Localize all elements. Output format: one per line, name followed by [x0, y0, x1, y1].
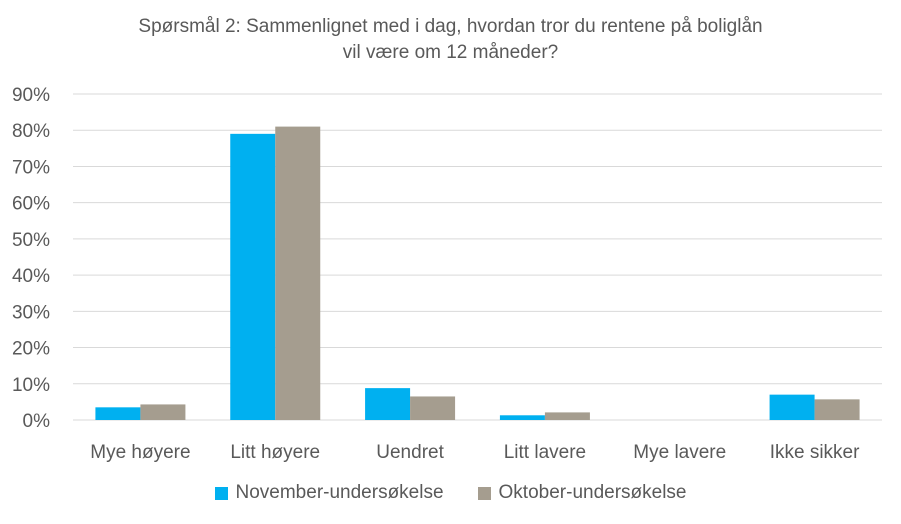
- bar-november: [95, 407, 141, 420]
- legend-item-oktober: Oktober-undersøkelse: [477, 482, 687, 504]
- bar-november: [365, 388, 411, 420]
- y-tick-label: 40%: [12, 266, 50, 287]
- y-tick-label: 10%: [12, 375, 50, 396]
- bar-oktober: [275, 126, 321, 420]
- chart-title-line-2: vil være om 12 måneder?: [342, 42, 559, 63]
- y-tick-label: 80%: [12, 121, 50, 142]
- y-tick-label: 30%: [12, 302, 50, 323]
- bar-oktober: [544, 412, 590, 420]
- y-tick-label: 0%: [23, 411, 51, 432]
- legend-label-november: November-undersøkelse: [235, 482, 444, 503]
- legend-item-november: November-undersøkelse: [214, 482, 444, 504]
- bar-oktober: [814, 399, 860, 420]
- bar-november: [230, 133, 276, 420]
- chart-title: Spørsmål 2: Sammenlignet med i dag, hvor…: [0, 14, 901, 66]
- chart-plot-area: 0% 10% 20% 30% 40% 50% 60% 70% 80% 90% Mye høyere L…: [12, 85, 882, 463]
- x-tick-label: Uendret: [376, 442, 444, 463]
- bar-november: [769, 394, 815, 420]
- bar-oktober: [410, 396, 456, 420]
- y-tick-label: 90%: [12, 85, 50, 106]
- legend-label-oktober: Oktober-undersøkelse: [498, 482, 687, 503]
- bar-oktober: [140, 404, 186, 420]
- chart-title-line-1: Spørsmål 2: Sammenlignet med i dag, hvor…: [138, 16, 763, 37]
- y-tick-label: 70%: [12, 157, 50, 178]
- y-tick-label: 60%: [12, 194, 50, 215]
- y-tick-label: 20%: [12, 339, 50, 360]
- legend-swatch-november: [214, 486, 228, 500]
- legend: November-undersøkelse Oktober-undersøkel…: [0, 482, 901, 504]
- x-tick-label: Litt høyere: [230, 442, 320, 463]
- legend-swatch-oktober: [477, 486, 491, 500]
- x-tick-label: Ikke sikker: [770, 442, 860, 463]
- x-tick-label: Mye lavere: [633, 442, 726, 463]
- y-tick-label: 50%: [12, 230, 50, 251]
- x-tick-label: Mye høyere: [90, 442, 190, 463]
- bar-november: [499, 415, 545, 420]
- x-tick-label: Litt lavere: [504, 442, 586, 463]
